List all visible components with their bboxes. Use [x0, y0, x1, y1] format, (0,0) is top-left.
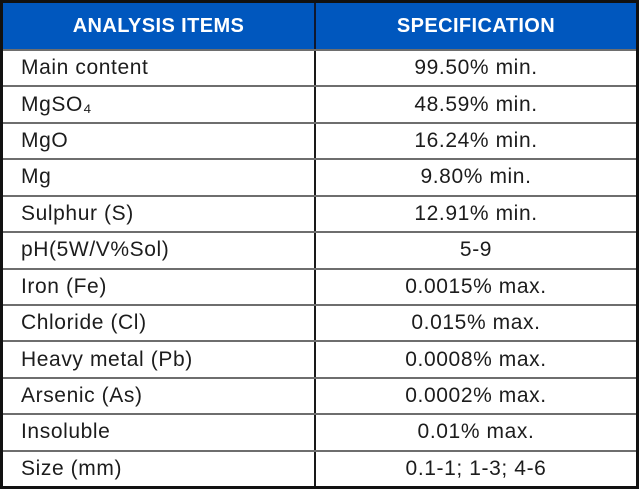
specification-cell: 0.1-1; 1-3; 4-6 [405, 456, 547, 480]
analysis-item-cell: Iron (Fe) [3, 269, 316, 304]
analysis-item-cell: Size (mm) [3, 451, 316, 487]
table-row: pH(5W/V%Sol) 5-9 [3, 231, 636, 268]
specification-cell: 0.0008% max. [405, 347, 547, 371]
table-row: Sulphur (S) 12.91% min. [3, 194, 636, 232]
specification-cell: 5-9 [459, 238, 493, 262]
specification-cell: 0.0002% max. [405, 384, 547, 407]
specification-cell: 99.50% min. [414, 56, 538, 80]
table-row: Insoluble 0.01% max. [3, 413, 636, 450]
table-row: Size (mm) 0.1-1; 1-3; 4-6 [3, 449, 636, 487]
analysis-item-cell: MgSO₄ [3, 87, 316, 122]
specification-cell: 12.91% min. [414, 201, 538, 225]
header-cell-analysis-items: ANALYSIS ITEMS [3, 3, 316, 49]
table-row: Iron (Fe) 0.0015% max. [3, 267, 636, 304]
table-row: MgSO₄ 48.59% min. [3, 85, 636, 122]
analysis-item-cell: Sulphur (S) [3, 196, 316, 232]
analysis-item-cell: Chloride (Cl) [3, 305, 316, 341]
table-row: Arsenic (As) 0.0002% max. [3, 376, 636, 414]
table-row: Chloride (Cl) 0.015% max. [3, 303, 636, 341]
analysis-item-cell: pH(5W/V%Sol) [3, 233, 316, 268]
analysis-item-cell: MgO [3, 123, 316, 159]
table-row: Mg 9.80% min. [3, 158, 636, 195]
specification-cell: 9.80% min. [420, 165, 532, 189]
analysis-item-cell: Mg [3, 160, 316, 195]
specification-cell: 16.24% min. [414, 129, 538, 153]
analysis-item-cell: Main content [3, 51, 316, 86]
analysis-item-cell: Heavy metal (Pb) [3, 342, 316, 377]
specification-cell: 0.0015% max. [405, 274, 547, 298]
specification-cell: 48.59% min. [414, 92, 538, 116]
analysis-item-cell: Insoluble [3, 415, 316, 450]
table-row: Heavy metal (Pb) 0.0008% max. [3, 340, 636, 377]
table-row: Main content 99.50% min. [3, 49, 636, 86]
table-row: MgO 16.24% min. [3, 121, 636, 159]
header-cell-specification: SPECIFICATION [396, 14, 556, 37]
analysis-item-cell: Arsenic (As) [3, 378, 316, 414]
table-header-row: ANALYSIS ITEMS SPECIFICATION [3, 3, 636, 49]
specification-cell: 0.01% max. [417, 420, 535, 444]
specification-cell: 0.015% max. [411, 311, 541, 335]
